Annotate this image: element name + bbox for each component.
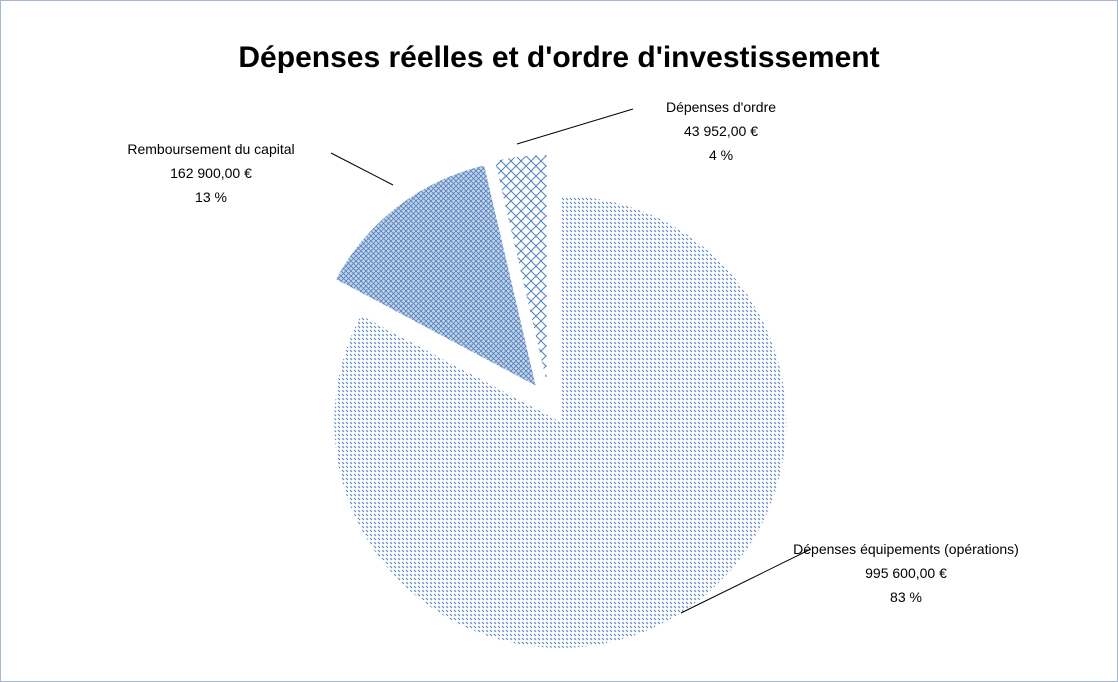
data-label: Dépenses équipements (opérations) 995 600…	[791, 537, 1021, 609]
percent-label: 13 %	[195, 189, 227, 205]
data-label: Dépenses d'ordre 43 952,00 € 4 %	[621, 95, 821, 167]
category: Dépenses d'ordre	[665, 99, 777, 115]
leader-line	[516, 108, 634, 145]
data-label: Remboursement du capital 162 900,00 € 13 %	[81, 137, 341, 209]
category: Dépenses équipements (opérations)	[793, 541, 1019, 557]
pie-slice	[334, 195, 787, 648]
percent-label: 83 %	[890, 589, 922, 605]
category: Remboursement du capital	[127, 141, 295, 157]
value-label: 995 600,00 €	[865, 565, 947, 581]
leader-line	[330, 152, 394, 186]
leader-line	[680, 548, 812, 614]
value-label: 162 900,00 €	[170, 165, 252, 181]
value-label: 43 952,00 €	[684, 123, 758, 139]
percent-label: 4 %	[708, 147, 734, 163]
pie-slice	[495, 155, 547, 382]
chart-title: Dépenses réelles et d'ordre d'investisse…	[238, 41, 880, 74]
pie-slice	[336, 165, 536, 386]
